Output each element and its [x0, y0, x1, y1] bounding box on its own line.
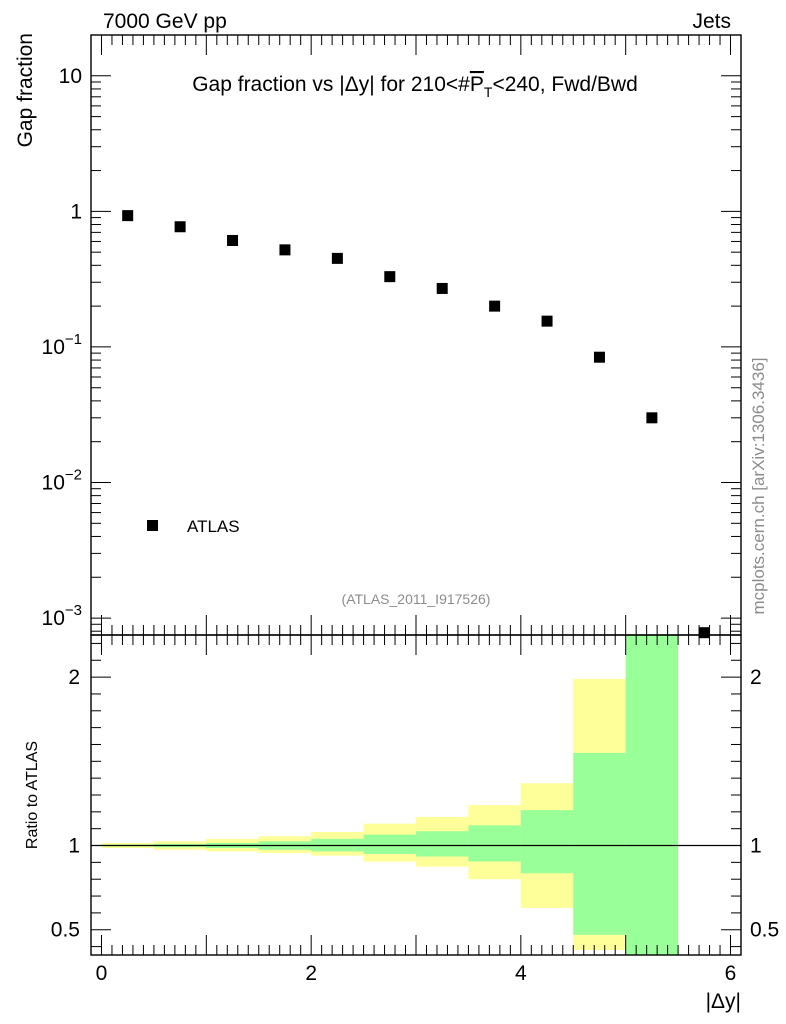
header-energy-label: 7000 GeV pp	[103, 10, 227, 33]
data-point	[122, 210, 134, 222]
y-tick-label: 10−3	[42, 602, 82, 630]
x-tick-label: 4	[515, 962, 527, 985]
title-post: <240, Fwd/Bwd	[492, 73, 637, 96]
data-point	[279, 244, 291, 256]
y-tick-label: 10	[59, 65, 82, 88]
data-point	[698, 627, 710, 639]
ratio-y-tick-label-right: 2	[750, 666, 762, 689]
data-point	[174, 221, 186, 233]
y-tick-label: 10−1	[42, 331, 82, 359]
data-point	[227, 234, 239, 246]
ratio-y-tick-label-right: 0.5	[750, 919, 779, 942]
main-ylabel: Gap fraction	[14, 33, 37, 147]
ratio-bands	[101, 635, 679, 955]
band-stat-bin	[520, 810, 574, 874]
y-tick-label: 10−2	[42, 466, 82, 494]
ratio-ylabel: Ratio to ATLAS	[24, 741, 41, 849]
legend-label: ATLAS	[187, 517, 240, 536]
band-stat-bin	[416, 831, 469, 857]
x-tick-label: 0	[96, 962, 108, 985]
band-stat-bin	[625, 635, 679, 955]
title-symbol: P	[470, 73, 484, 96]
xlabel: |Δy|	[706, 990, 741, 1013]
x-tick-label: 2	[305, 962, 317, 985]
band-stat-bin	[363, 834, 416, 854]
x-tick-label: 6	[725, 962, 737, 985]
data-point	[541, 315, 553, 327]
data-point	[593, 351, 605, 363]
y-tick-label: 1	[70, 200, 82, 223]
band-stat-bin	[573, 752, 626, 935]
data-point	[646, 412, 658, 424]
main-panel-frame	[90, 34, 742, 636]
ratio-axis-ticks: 0 2 4 6 0.5 0.5 1 1 2 2	[51, 635, 779, 985]
ratio-panel-frame	[90, 634, 742, 956]
band-stat-bin	[468, 825, 521, 862]
data-point	[331, 252, 343, 264]
side-label: mcplots.cern.ch [arXiv:1306.3436]	[749, 357, 768, 614]
legend-marker	[147, 520, 158, 531]
analysis-annotation: (ATLAS_2011_I917526)	[342, 591, 491, 607]
data-point	[436, 282, 448, 294]
header-category-label: Jets	[692, 10, 731, 33]
main-axis-ticks: 10 1 10−1 10−2 10−3	[42, 34, 741, 635]
data-point	[384, 271, 396, 283]
title-subscript: T	[484, 84, 493, 100]
title-pre: Gap fraction vs |Δy| for 210<#	[192, 73, 470, 96]
data-points	[122, 210, 710, 639]
main-title: Gap fraction vs |Δy| for 210<#PT<240, Fw…	[192, 73, 638, 100]
data-point	[489, 300, 501, 312]
ratio-y-tick-label-left: 1	[68, 835, 80, 858]
ratio-y-tick-label-left: 2	[68, 666, 80, 689]
ratio-y-tick-label-left: 0.5	[51, 919, 80, 942]
ratio-y-tick-label-right: 1	[750, 835, 762, 858]
